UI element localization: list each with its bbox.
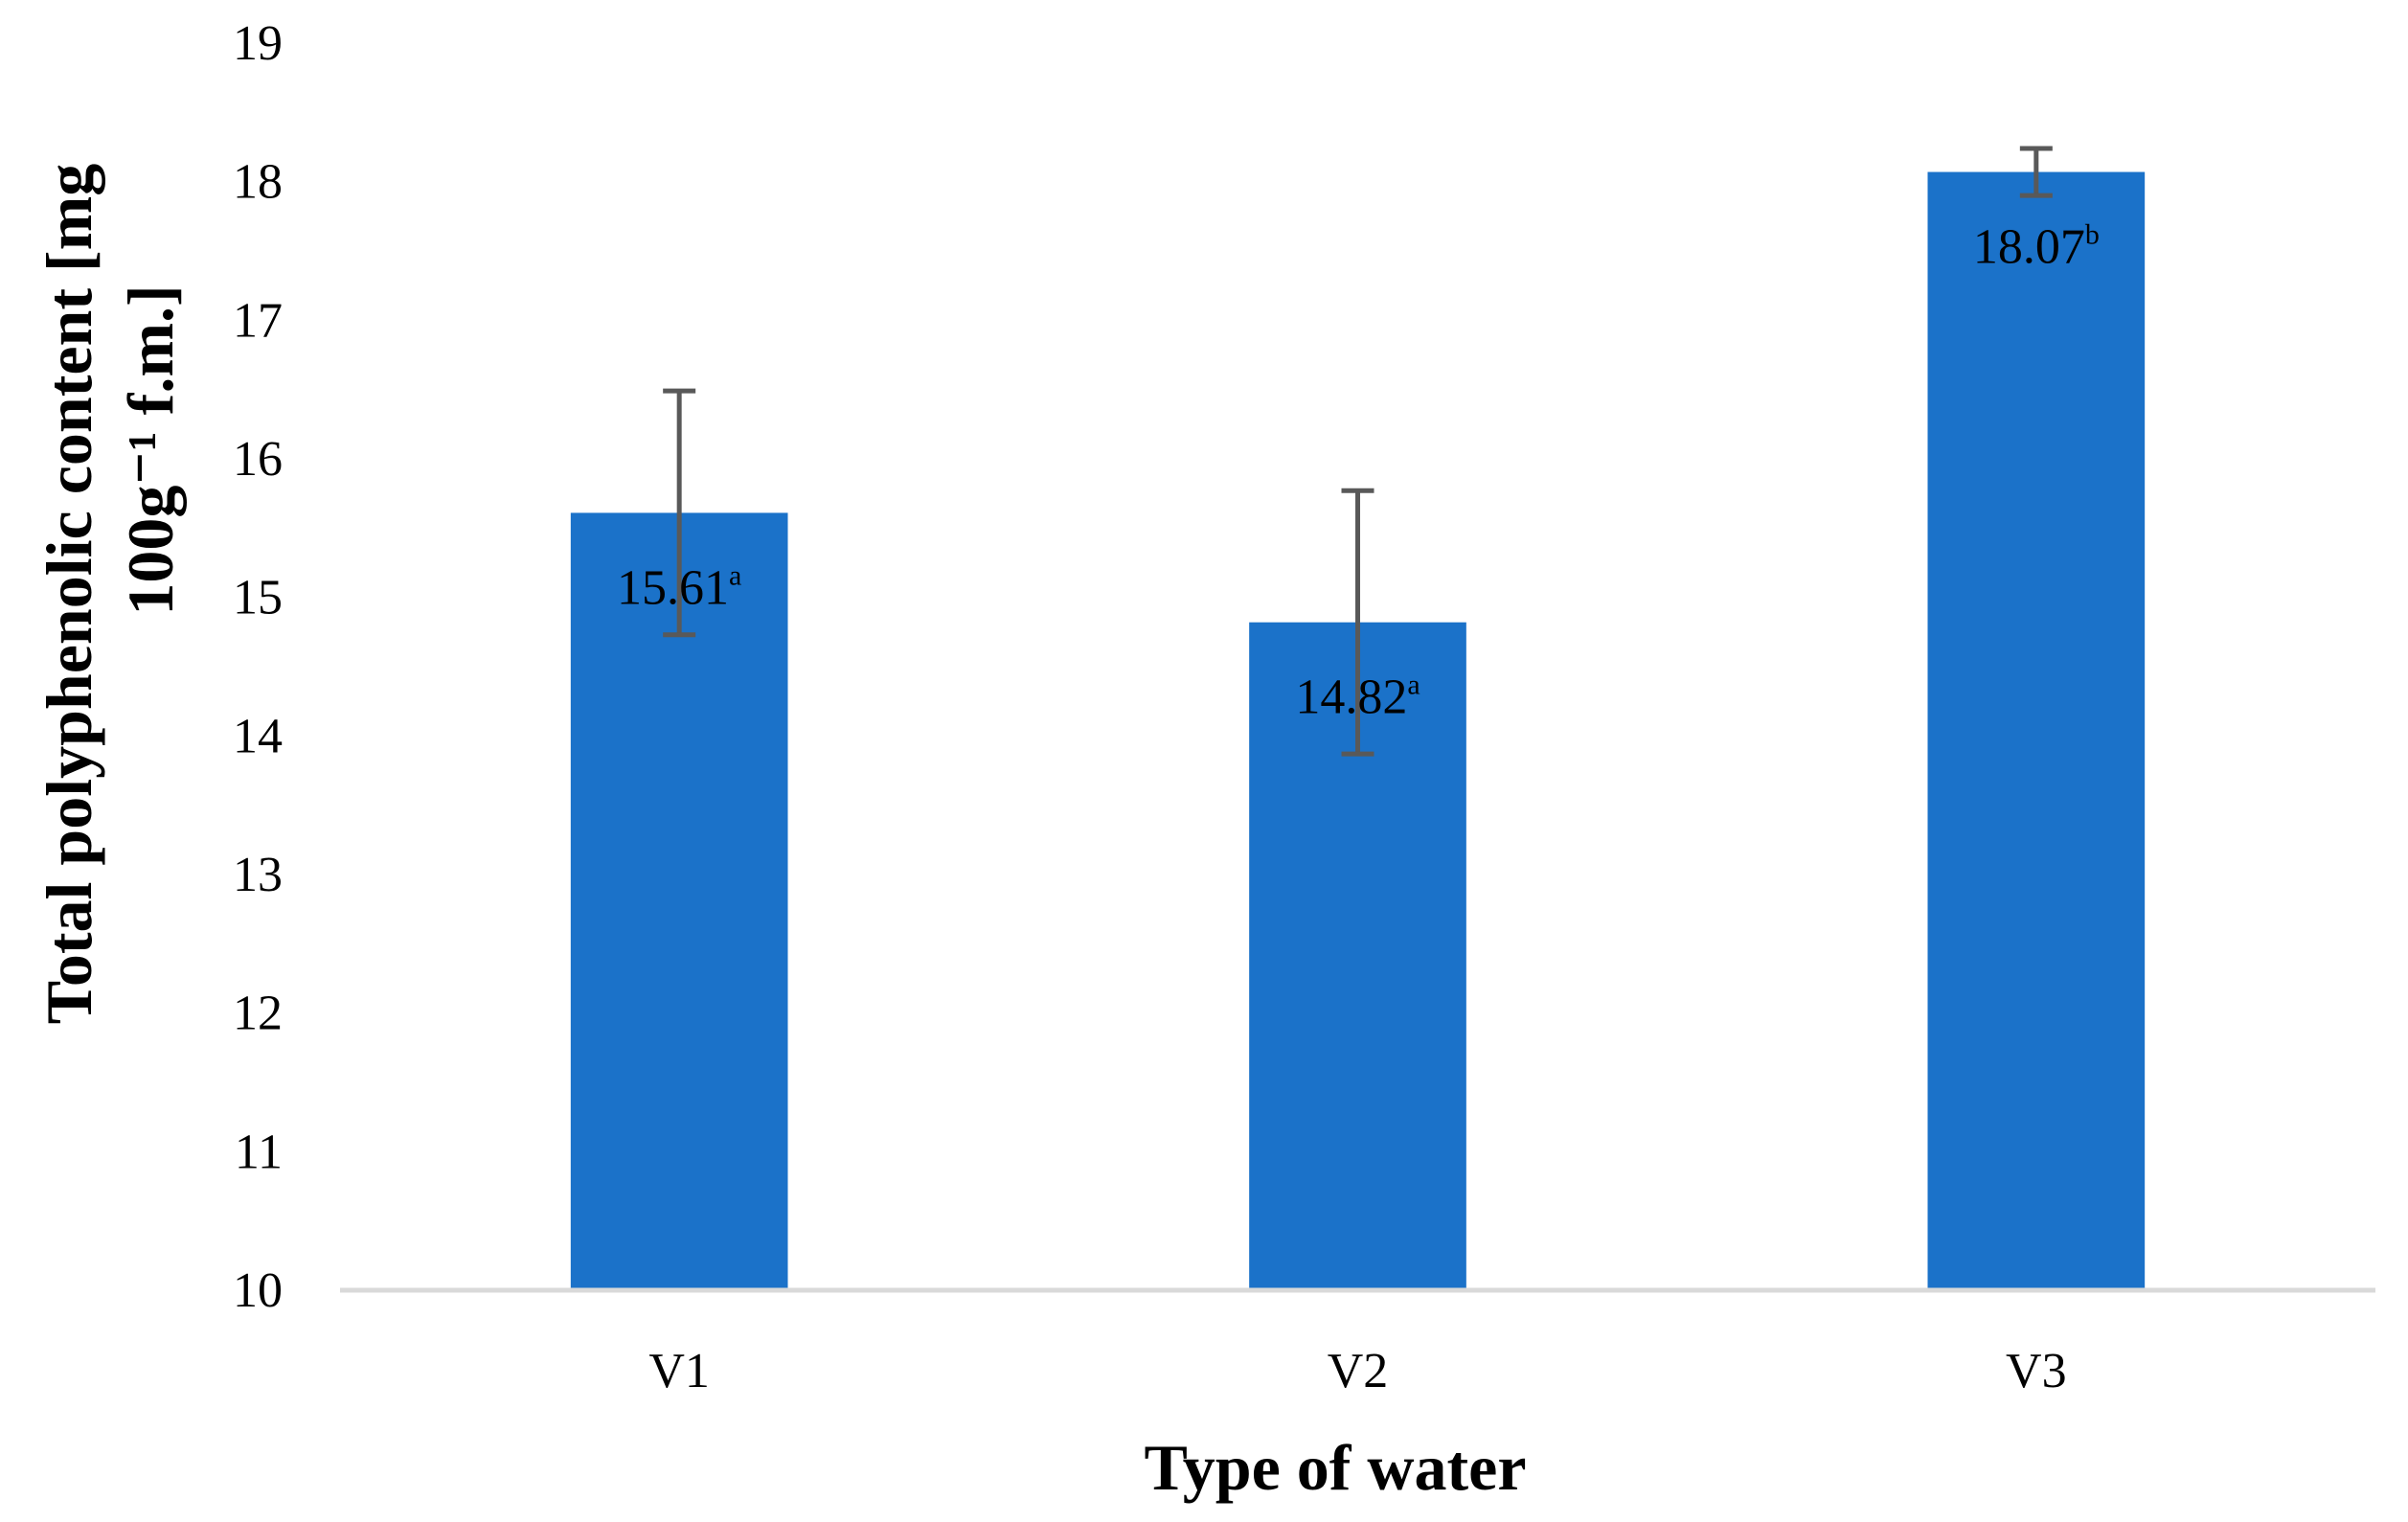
data-label-v2: 14.82a: [1295, 670, 1420, 725]
y-axis-title-line-2: 100g⁻¹ f.m.]: [114, 284, 187, 615]
y-tick-label: 17: [233, 293, 283, 348]
y-tick-label: 11: [235, 1124, 283, 1179]
y-tick-label: 14: [233, 709, 283, 763]
y-tick-label: 18: [233, 155, 283, 210]
x-tick-label-v3: V3: [2006, 1344, 2067, 1398]
bars: [570, 171, 2146, 1290]
bar-v1: [570, 512, 788, 1290]
error-bar-v3: [2019, 146, 2053, 198]
y-tick-label: 10: [233, 1263, 283, 1318]
y-axis-tick-labels: 10 11 12 13 14 15 16 17 18 19: [233, 16, 283, 1318]
x-axis-title: Type of water: [1144, 1431, 1526, 1504]
error-bar-v1: [663, 388, 696, 638]
data-label-v1: 15.61a: [617, 559, 741, 615]
y-tick-label: 13: [233, 848, 283, 902]
error-bars: [663, 146, 2053, 757]
x-tick-label-v2: V2: [1328, 1344, 1389, 1398]
error-bar-v2: [1341, 488, 1374, 757]
y-tick-label: 16: [233, 432, 283, 487]
y-axis-title-line-1: Total polyphenolic content [mg: [33, 164, 105, 1025]
x-tick-label-v1: V1: [648, 1344, 710, 1398]
y-tick-label: 15: [233, 571, 283, 625]
y-tick-label: 12: [233, 987, 283, 1041]
x-axis-tick-labels: V1 V2 V3: [648, 1344, 2066, 1398]
data-label-v3: 18.07b: [1973, 219, 2100, 275]
bar-v3: [1927, 171, 2146, 1290]
y-tick-label: 19: [233, 16, 283, 71]
data-labels: 15.61a 14.82a 18.07b: [617, 219, 2100, 725]
